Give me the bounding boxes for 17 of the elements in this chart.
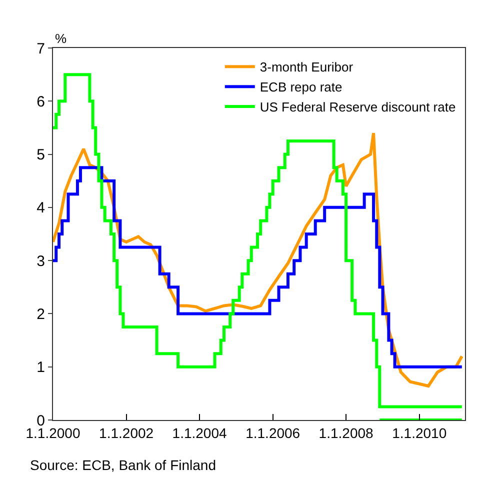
y-tick-label: 1 bbox=[36, 359, 45, 376]
y-axis-title: % bbox=[55, 31, 67, 46]
source-note: Source: ECB, Bank of Finland bbox=[30, 457, 216, 473]
x-tick-label: 1.1.2008 bbox=[318, 424, 374, 441]
legend-label: 3-month Euribor bbox=[260, 60, 354, 75]
y-tick-label: 5 bbox=[36, 146, 45, 164]
x-tick-label: 1.1.2006 bbox=[246, 424, 300, 441]
y-tick-label: 4 bbox=[36, 200, 45, 217]
legend-label: US Federal Reserve discount rate bbox=[260, 100, 456, 115]
y-tick-label: 6 bbox=[36, 93, 45, 110]
legend-label: ECB repo rate bbox=[260, 80, 342, 95]
y-tick-label: 3 bbox=[36, 252, 45, 270]
x-tick-label: 1.1.2010 bbox=[392, 424, 447, 441]
x-tick-label: 1.1.2002 bbox=[99, 424, 154, 441]
y-tick-label: 7 bbox=[36, 40, 45, 58]
x-tick-label: 1.1.2004 bbox=[172, 424, 227, 441]
y-tick-label: 2 bbox=[36, 306, 45, 323]
